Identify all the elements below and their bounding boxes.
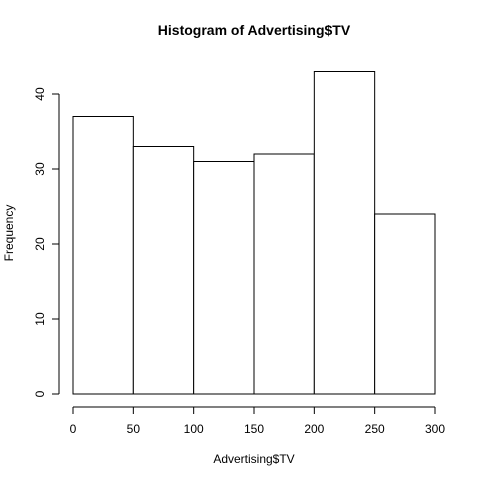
y-tick-label: 10 — [33, 312, 47, 326]
histogram-bar-2 — [132, 146, 195, 395]
histogram-bars — [72, 71, 436, 395]
x-tick-label: 50 — [127, 422, 141, 436]
y-axis: 0 10 20 30 40 — [33, 87, 60, 397]
x-tick-label: 0 — [70, 422, 77, 436]
chart-title: Histogram of Advertising$TV — [158, 22, 351, 38]
x-tick-label: 250 — [365, 422, 385, 436]
histogram-bar-6 — [374, 213, 436, 395]
histogram-bar-5 — [313, 71, 376, 395]
y-tick-label: 20 — [33, 237, 47, 251]
histogram-bar-4 — [253, 153, 315, 395]
y-tick-label: 0 — [33, 390, 47, 397]
x-tick-label: 100 — [184, 422, 204, 436]
x-axis: 0 50 100 150 200 250 300 — [70, 406, 445, 436]
x-tick-label: 200 — [304, 422, 324, 436]
y-tick-label: 40 — [33, 87, 47, 101]
x-tick-label: 300 — [425, 422, 445, 436]
x-axis-label: Advertising$TV — [213, 452, 294, 466]
x-tick-label: 150 — [244, 422, 264, 436]
histogram-bar-3 — [193, 161, 255, 395]
y-axis-label: Frequency — [2, 205, 16, 262]
y-tick-label: 30 — [33, 162, 47, 176]
histogram-bar-1 — [72, 116, 134, 395]
